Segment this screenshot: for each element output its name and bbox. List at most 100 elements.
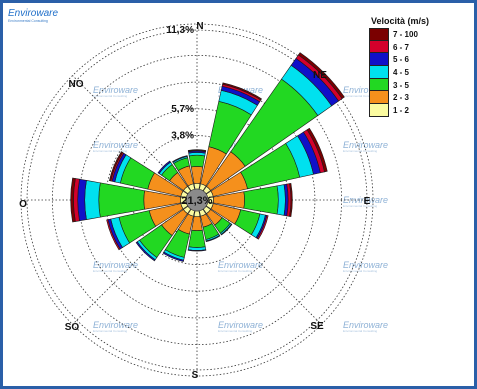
sector-sse: [199, 208, 221, 243]
legend-label: 2 - 3: [393, 93, 410, 103]
axis-labels: N NE E SE S SO O NO 3,8% 5,7% 11,3% 21,3%: [19, 21, 371, 381]
ring-label: 3,8%: [171, 131, 194, 142]
ring-label: 11,3%: [166, 25, 194, 36]
legend-label: 6 - 7: [393, 42, 410, 52]
sector-segment: [243, 185, 279, 215]
legend-item: 6 - 7: [369, 40, 469, 54]
compass-label-no: NO: [69, 79, 84, 90]
brand-name: Enviroware: [8, 8, 58, 19]
watermark-tagline: Environmental Consulting: [93, 94, 128, 98]
sector-ese: [205, 202, 269, 240]
legend-item: 2 - 3: [369, 91, 469, 105]
watermark-name: Enviroware: [218, 320, 263, 330]
legend-swatch: [369, 104, 389, 117]
brand-logo: Enviroware Environmental Consulting: [8, 8, 58, 23]
ring-label: 5,7%: [171, 104, 194, 115]
sector-segment: [162, 251, 185, 262]
watermark-name: Enviroware: [93, 260, 138, 270]
watermark-tagline: Environmental Consulting: [343, 204, 378, 208]
legend-item: 3 - 5: [369, 78, 469, 92]
watermark-tagline: Environmental Consulting: [93, 329, 128, 333]
compass-label-n: N: [196, 21, 203, 32]
legend-swatch: [369, 78, 389, 92]
sector-ene: [205, 127, 328, 198]
legend-label: 1 - 2: [393, 105, 410, 115]
legend-swatch: [369, 53, 389, 67]
watermark-tagline: Environmental Consulting: [343, 149, 378, 153]
legend-swatch: [369, 40, 389, 54]
sector-se: [202, 205, 233, 236]
watermark-tagline: Environmental Consulting: [218, 269, 253, 273]
legend-title: Velocità (m/s): [371, 16, 430, 26]
sector-segment: [108, 151, 123, 182]
sector-segment: [187, 149, 207, 152]
sector-sw: [135, 205, 192, 262]
calm-label: 21,3%: [181, 195, 212, 207]
sector-segment: [135, 241, 156, 262]
sector-segment: [106, 219, 121, 251]
sector-segment: [306, 127, 328, 173]
compass-label-se: SE: [310, 321, 324, 332]
sector-ne: [202, 52, 345, 195]
calm-circle: [185, 188, 209, 212]
legend-swatch: [369, 66, 389, 79]
legend-label: 5 - 6: [393, 55, 410, 65]
legend-swatch: [369, 91, 389, 105]
legend-item: 1 - 2: [369, 104, 469, 117]
watermark-name: Enviroware: [218, 260, 263, 270]
legend-item: 7 - 100: [369, 28, 469, 41]
sector-segment: [172, 155, 188, 163]
legend-swatch: [369, 28, 389, 41]
watermark-name: Enviroware: [93, 320, 138, 330]
sector-segment: [188, 154, 206, 168]
watermark-name: Enviroware: [343, 320, 388, 330]
sector-segment: [157, 160, 171, 174]
watermark-name: Enviroware: [93, 140, 138, 150]
sector-segment: [98, 182, 145, 218]
compass-label-o: O: [19, 199, 27, 210]
sector-segment: [193, 183, 201, 190]
legend-label: 4 - 5: [393, 67, 410, 77]
sector-segment: [205, 234, 221, 243]
sector-segment: [70, 177, 76, 223]
sector-nne: [199, 82, 262, 192]
grid-ring: [78, 81, 316, 319]
legend-item: 4 - 5: [369, 66, 469, 79]
legend-label: 7 - 100: [393, 29, 418, 39]
sector-segment: [222, 82, 262, 101]
sector-s: [187, 210, 207, 252]
sector-w: [70, 177, 187, 223]
watermark-name: Enviroware: [343, 260, 388, 270]
watermark-name: Enviroware: [343, 140, 388, 150]
sector-nnw: [172, 155, 195, 192]
watermark-tagline: Environmental Consulting: [343, 94, 378, 98]
grid-ring: [26, 29, 368, 371]
watermark-tagline: Environmental Consulting: [93, 149, 128, 153]
sector-n: [187, 149, 207, 190]
sector-segment: [289, 183, 293, 217]
legend-items: 7 - 100 6 - 7 5 - 6 4 - 5 3 - 5 2 - 3 1 - 2: [369, 28, 469, 117]
calm-disc: [185, 188, 209, 212]
sector-segment: [188, 229, 206, 248]
legend-item: 5 - 6: [369, 53, 469, 67]
watermark-tagline: Environmental Consulting: [343, 269, 378, 273]
sector-segment: [193, 210, 201, 217]
sector-e: [207, 183, 293, 217]
sector-segment: [297, 52, 345, 100]
sector-segment: [191, 216, 203, 231]
watermark-name: Enviroware: [343, 85, 388, 95]
compass-label-so: SO: [65, 322, 80, 333]
watermark-name: Enviroware: [93, 85, 138, 95]
watermark-tagline: Environmental Consulting: [218, 329, 253, 333]
compass-label-ne: NE: [313, 70, 327, 81]
compass-label-e: E: [364, 196, 371, 207]
wind-sectors: [70, 52, 345, 262]
sector-segment: [220, 223, 233, 236]
watermark-tagline: Environmental Consulting: [343, 329, 378, 333]
sector-segment: [187, 249, 207, 252]
speed-legend: Velocità (m/s) 7 - 100 6 - 7 5 - 6 4 - 5 3 -…: [369, 16, 469, 117]
watermark-tagline: Environmental Consulting: [93, 269, 128, 273]
sector-nw: [157, 160, 192, 195]
